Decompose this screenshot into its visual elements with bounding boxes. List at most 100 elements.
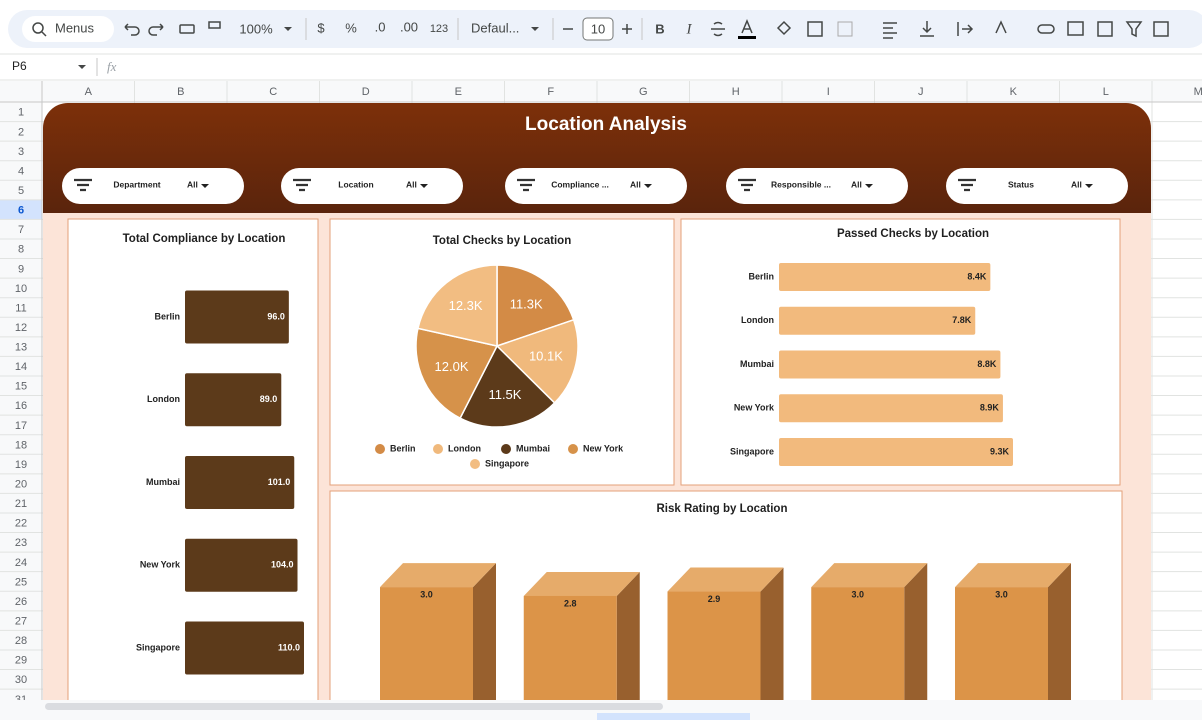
font-size-increase[interactable] [622, 24, 632, 34]
filter-pill[interactable] [62, 168, 244, 204]
bar [779, 350, 1001, 379]
filter[interactable] [1125, 21, 1143, 38]
row-header: 7 [18, 224, 24, 236]
bar-front [955, 587, 1048, 720]
bar-top [667, 567, 784, 592]
filter-pill[interactable] [281, 168, 463, 204]
rotate[interactable] [995, 20, 1007, 34]
bar [779, 394, 1003, 423]
category-label: London [147, 394, 180, 404]
search-icon [41, 31, 47, 37]
sheet: A B C D E F G H I J K L M123456789101112131415161718… [0, 81, 1202, 720]
link[interactable] [1037, 24, 1055, 34]
bar [185, 621, 304, 675]
bar-top [955, 563, 1071, 588]
search-label[interactable]: Menus [55, 20, 95, 35]
slice-label: 10.1K [529, 349, 563, 364]
slice-label: 11.5K [488, 387, 521, 402]
text-color[interactable] [741, 19, 753, 34]
column-header: D [362, 86, 370, 98]
valign[interactable] [920, 21, 934, 37]
row-header: 19 [15, 459, 27, 471]
percent[interactable]: % [345, 20, 357, 35]
row-header: 8 [18, 244, 24, 256]
name-box[interactable]: P6 [12, 59, 27, 73]
dropdown-arrow[interactable] [531, 27, 539, 31]
value-label: 7.8K [952, 315, 972, 325]
value-label: 3.0 [851, 589, 864, 599]
search-icon [32, 22, 44, 34]
currency[interactable]: $ [317, 20, 325, 35]
bar-top [523, 571, 640, 596]
legend-marker [568, 444, 578, 454]
value-label: 2.9 [708, 594, 721, 604]
scrollbar-thumb[interactable] [45, 703, 663, 710]
category-label: Mumbai [146, 477, 180, 487]
filter-label: Status [1008, 179, 1034, 189]
column-header: E [455, 86, 462, 98]
strikethrough[interactable] [711, 21, 725, 37]
row-header: 25 [15, 576, 27, 588]
filter-value[interactable]: All [851, 179, 862, 189]
zoom[interactable]: 100% [239, 21, 273, 36]
column-header-bar [0, 81, 1202, 102]
pie-slice [459, 344, 556, 428]
filter-value[interactable]: All [406, 179, 417, 189]
row-header: 26 [15, 596, 27, 608]
print[interactable] [179, 24, 195, 34]
undo[interactable] [124, 23, 140, 36]
paint-format[interactable] [208, 21, 221, 29]
pie-slice [417, 264, 498, 347]
column-header: A [85, 86, 93, 98]
comment[interactable] [1067, 21, 1084, 36]
bar [185, 538, 298, 592]
sheet-tab[interactable] [597, 713, 750, 720]
dashboard-title: Location Analysis [525, 114, 687, 135]
filter-value[interactable]: All [630, 179, 641, 189]
row-header: 27 [15, 616, 27, 628]
dropdown-arrow[interactable] [284, 27, 292, 31]
filter-pill[interactable] [726, 168, 908, 204]
column-header: L [1103, 86, 1109, 98]
filter-pill[interactable] [946, 168, 1128, 204]
font-size[interactable]: 10 [591, 21, 605, 36]
fill-color[interactable] [776, 20, 792, 36]
wrap[interactable] [957, 22, 974, 36]
font-family[interactable]: Defaul... [471, 20, 519, 35]
column-header: H [732, 86, 740, 98]
bold[interactable]: B [655, 21, 664, 36]
increase-decimals[interactable]: .00 [400, 19, 418, 34]
dropdown-arrow[interactable] [78, 65, 86, 69]
value-label: 101.0 [268, 477, 291, 487]
italic[interactable]: I [686, 21, 693, 37]
filter-icon [74, 178, 92, 192]
filter-arrow [865, 184, 873, 188]
chart[interactable] [1097, 21, 1113, 37]
row-header: 15 [15, 381, 27, 393]
filter-icon [958, 178, 976, 192]
fx-label: fx [107, 59, 117, 74]
row-header: 20 [15, 479, 27, 491]
bar-top [380, 563, 496, 588]
redo[interactable] [148, 23, 164, 36]
filter-value[interactable]: All [187, 179, 198, 189]
table[interactable] [1153, 21, 1169, 37]
filter-pill[interactable] [505, 168, 687, 204]
value-label: 96.0 [267, 311, 285, 321]
bar-side [473, 563, 496, 720]
filter-value[interactable]: All [1071, 179, 1082, 189]
row-header: 2 [18, 126, 24, 138]
row-header: 6 [18, 205, 24, 217]
column-header: M [1194, 86, 1202, 98]
font-size-box[interactable] [582, 17, 614, 41]
merge[interactable] [837, 21, 853, 37]
chart-title: Passed Checks by Location [837, 228, 989, 240]
align[interactable] [883, 22, 897, 39]
filter-arrow [644, 184, 652, 188]
legend-label: London [448, 443, 481, 453]
number-format[interactable]: 123 [430, 23, 448, 35]
borders[interactable] [807, 21, 823, 37]
decrease-decimals[interactable]: .0 [375, 19, 386, 34]
row-header: 12 [15, 322, 27, 334]
